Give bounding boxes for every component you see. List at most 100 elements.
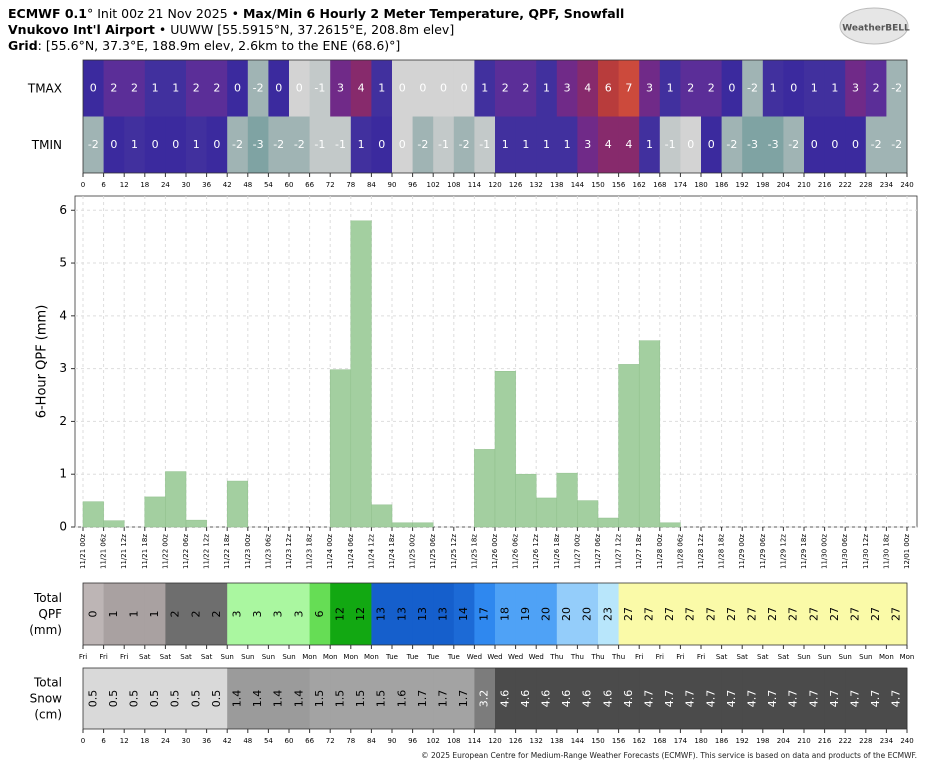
cell-label: 2 [110, 81, 117, 94]
cell [227, 668, 249, 729]
cell-label: 0 [90, 81, 97, 94]
cell [618, 60, 640, 117]
cell [350, 668, 372, 729]
cell [536, 668, 558, 729]
x-tick-label: 198 [756, 181, 769, 189]
cell [701, 60, 722, 117]
x-tick-label: 11/28 00z [656, 534, 664, 569]
cell-label: -1 [438, 138, 449, 151]
cell [495, 583, 516, 645]
cell-label: -2 [294, 138, 305, 151]
x-tick-label: 204 [777, 181, 791, 189]
x-tick-label: 11/25 18z [470, 534, 478, 569]
cell-label: 0.5 [189, 690, 202, 708]
cell [289, 116, 310, 173]
cell [206, 116, 228, 173]
cell-label: 0 [399, 138, 406, 151]
cell-label: 0 [419, 81, 426, 94]
x-tick-label: Sat [160, 653, 172, 661]
cell [474, 116, 496, 173]
cell [742, 60, 764, 117]
x-tick-label: 186 [715, 737, 729, 745]
x-tick-label: 108 [447, 737, 460, 745]
cell [495, 116, 516, 173]
logo-mark [839, 7, 909, 45]
cell [824, 60, 846, 117]
cell [865, 668, 887, 729]
cell [289, 583, 310, 645]
x-tick-label: 54 [264, 737, 273, 745]
x-tick-label: 11/22 12z [203, 534, 211, 569]
cell-label: 0 [399, 81, 406, 94]
cell-label: 0 [296, 81, 303, 94]
y-tick-label: 3 [59, 361, 67, 375]
x-tick-label: Sat [778, 653, 790, 661]
x-tick-label: 60 [285, 181, 294, 189]
cell-label: 14 [457, 607, 470, 621]
x-tick-label: 228 [859, 737, 872, 745]
cell [433, 60, 455, 117]
bar [185, 519, 207, 528]
cell [618, 116, 640, 173]
cell-label: 1 [148, 611, 161, 618]
x-tick-label: Fri [120, 653, 128, 661]
cell [742, 668, 764, 729]
x-tick-label: 12 [120, 737, 129, 745]
cell [598, 583, 619, 645]
cell [124, 583, 146, 645]
cell-label: -2 [88, 138, 99, 151]
cell [865, 583, 887, 645]
cell [124, 116, 146, 173]
x-tick-label: Wed [487, 653, 502, 661]
bar [391, 522, 413, 528]
row-label-line: (cm) [34, 707, 62, 721]
cell [433, 116, 455, 173]
cell [680, 116, 702, 173]
row-label: TMAX [27, 81, 62, 95]
cell-label: -1 [335, 138, 346, 151]
cell-label: 1.4 [272, 690, 285, 708]
cell [103, 116, 125, 173]
cell [577, 116, 599, 173]
cell-label: 4.6 [519, 690, 532, 708]
cell-label: 1.6 [395, 690, 408, 708]
bar [82, 501, 104, 528]
cell [268, 668, 290, 729]
cell [247, 116, 269, 173]
cell [371, 116, 393, 173]
x-tick-label: 72 [326, 737, 335, 745]
header-part: : [55.6°N, 37.3°E, 188.9m elev, 2.6km to… [38, 38, 401, 53]
cell [392, 116, 413, 173]
cell-label: 4.7 [663, 690, 676, 708]
cell [515, 668, 537, 729]
cell-label: 20 [581, 607, 594, 621]
x-tick-label: Sun [262, 653, 275, 661]
cell-label: 1 [543, 138, 550, 151]
cell-label: 0 [110, 138, 117, 151]
cell [371, 583, 393, 645]
cell-label: -2 [459, 138, 470, 151]
footer: © 2025 European Centre for Medium-Range … [421, 751, 917, 760]
cell [536, 116, 558, 173]
cell [392, 583, 413, 645]
cell-label: -3 [747, 138, 758, 151]
cell-label: 1 [831, 81, 838, 94]
x-tick-label: Sat [757, 653, 769, 661]
y-tick-label: 2 [59, 414, 67, 428]
cell [165, 116, 187, 173]
x-tick-label: 11/22 18z [223, 534, 231, 569]
cell-label: 0 [811, 138, 818, 151]
bar [371, 504, 393, 528]
x-tick-label: Thu [570, 653, 584, 661]
row-label-line: QPF [38, 607, 62, 621]
header-line: Grid: [55.6°N, 37.3°E, 188.9m elev, 2.6k… [8, 38, 400, 53]
x-tick-label: 234 [880, 737, 894, 745]
cell [83, 668, 104, 729]
cell-label: 2 [708, 81, 715, 94]
x-tick-label: 132 [530, 181, 543, 189]
cell-label: 4 [358, 81, 365, 94]
cell-label: 0.5 [128, 690, 141, 708]
x-tick-label: 66 [305, 737, 314, 745]
y-tick-label: 4 [59, 308, 67, 322]
